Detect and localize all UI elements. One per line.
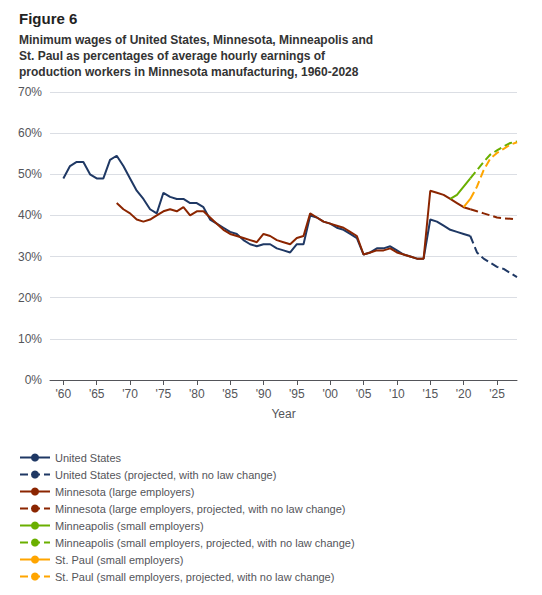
svg-text:60%: 60% [18,126,42,140]
svg-text:'15: '15 [422,387,438,401]
svg-text:Figure 6: Figure 6 [19,10,77,27]
svg-text:'25: '25 [489,387,505,401]
svg-text:'00: '00 [322,387,338,401]
svg-text:30%: 30% [18,250,42,264]
svg-text:United States (projected, with: United States (projected, with no law ch… [55,469,276,481]
svg-text:St. Paul as percentages of ave: St. Paul as percentages of average hourl… [19,49,326,63]
svg-text:Minimum wages of United States: Minimum wages of United States, Minnesot… [19,33,373,47]
svg-text:'90: '90 [256,387,272,401]
svg-text:Year: Year [271,407,295,421]
svg-text:'60: '60 [56,387,72,401]
svg-text:'10: '10 [389,387,405,401]
svg-text:production workers in Minnesot: production workers in Minnesota manufact… [19,65,359,79]
svg-text:50%: 50% [18,167,42,181]
svg-text:Minnesota (large employers, pr: Minnesota (large employers, projected, w… [55,503,345,515]
svg-text:Minneapolis (small employers): Minneapolis (small employers) [55,520,204,532]
svg-text:St. Paul (small employers, pro: St. Paul (small employers, projected, wi… [55,571,334,583]
svg-text:'65: '65 [89,387,105,401]
svg-text:'85: '85 [222,387,238,401]
svg-text:10%: 10% [18,332,42,346]
svg-text:20%: 20% [18,291,42,305]
svg-text:St. Paul (small employers): St. Paul (small employers) [55,554,183,566]
svg-text:'80: '80 [189,387,205,401]
svg-text:'75: '75 [156,387,172,401]
svg-text:Minnesota (large employers): Minnesota (large employers) [55,486,194,498]
svg-text:'95: '95 [289,387,305,401]
svg-text:0%: 0% [25,373,43,387]
svg-text:40%: 40% [18,208,42,222]
svg-text:Minneapolis (small employers,: Minneapolis (small employers, projected,… [55,537,355,549]
svg-text:United States: United States [55,452,122,464]
svg-text:'05: '05 [356,387,372,401]
svg-text:'20: '20 [456,387,472,401]
svg-text:'70: '70 [122,387,138,401]
svg-text:70%: 70% [18,85,42,99]
